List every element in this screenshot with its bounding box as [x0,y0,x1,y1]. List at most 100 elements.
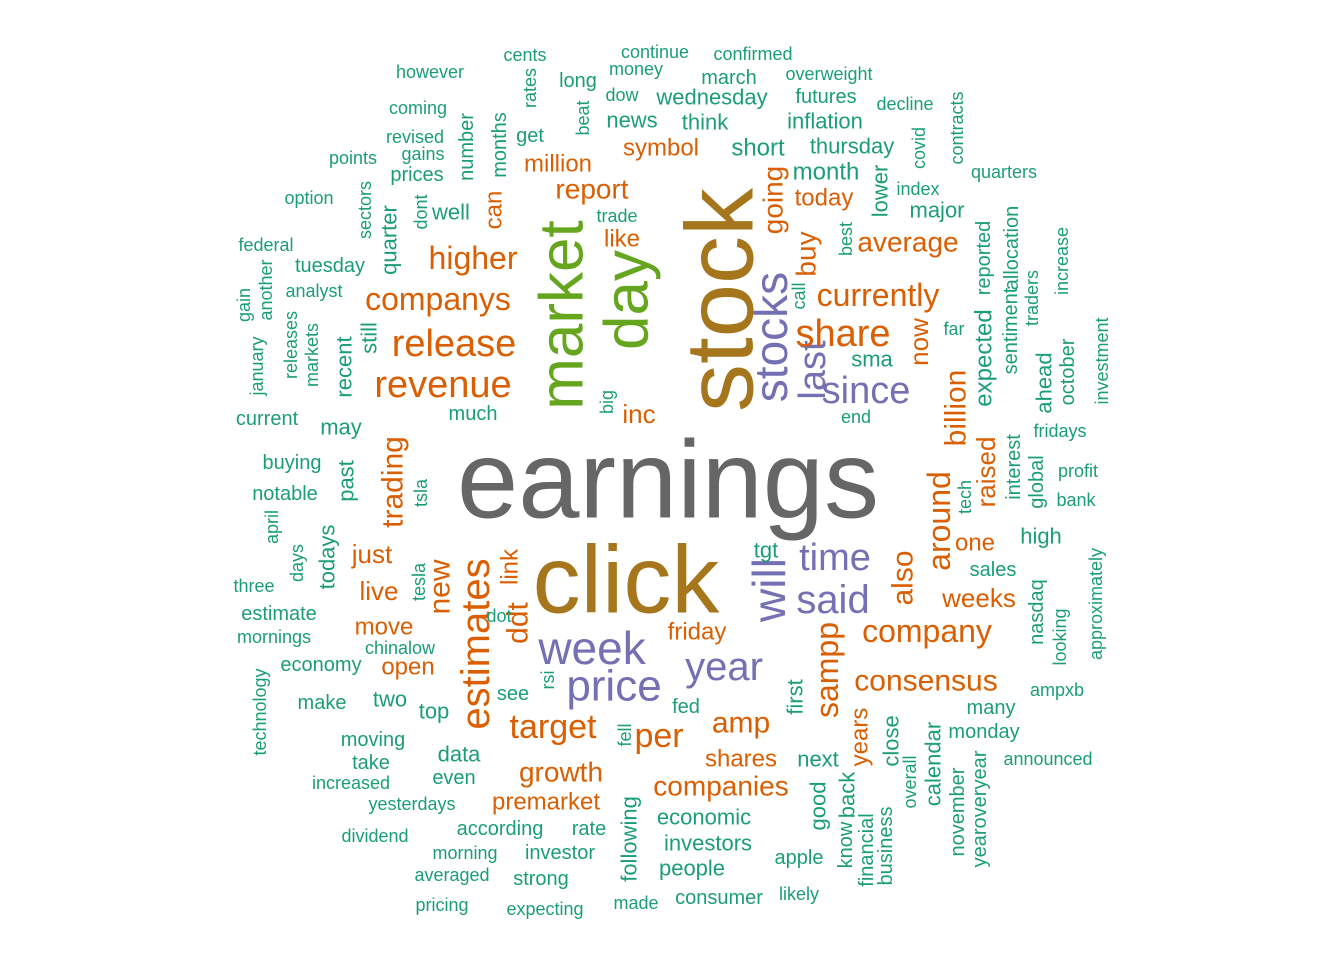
word-much: much [449,403,498,425]
word-gain: gain [234,288,254,322]
word-likely: likely [779,884,819,904]
word-quarters: quarters [971,162,1037,182]
word-dividend: dividend [341,826,408,846]
word-target: target [510,708,597,746]
word-chinalow: chinalow [365,638,436,658]
word-investor: investor [525,842,595,864]
word-end: end [841,407,871,427]
word-well: well [431,200,470,225]
word-money: money [609,59,663,79]
word-continue: continue [621,42,689,62]
word-going: going [758,166,789,235]
word-following: following [617,796,642,882]
word-tuesday: tuesday [295,255,365,277]
word-rate: rate [572,818,606,840]
word-calendar: calendar [921,722,946,806]
word-year: year [685,645,763,689]
word-dow: dow [605,85,639,105]
word-still: still [357,322,382,354]
word-friday: friday [668,619,727,646]
word-also: also [887,550,920,605]
word-economic: economic [657,805,751,830]
word-tech: tech [955,480,975,514]
word-overall: overall [900,755,920,808]
word-averaged: averaged [414,865,489,885]
word-reported: reported [973,221,995,296]
word-like: like [604,226,640,253]
word-index: index [896,179,939,199]
word-make: make [298,692,347,714]
word-inflation: inflation [787,109,863,134]
word-estimate: estimate [241,603,317,625]
word-pricing: pricing [415,895,468,915]
word-three: three [233,576,274,596]
word-sentiment: sentiment [1000,287,1022,374]
word-business: business [875,807,897,886]
word-even: even [432,767,475,789]
word-decline: decline [876,94,933,114]
word-announced: announced [1003,749,1092,769]
word-january: january [247,336,267,396]
word-fed: fed [672,696,700,718]
word-thursday: thursday [810,134,894,159]
word-release: release [392,323,517,365]
word-sales: sales [970,559,1017,581]
word-market: market [528,220,597,409]
word-shares: shares [705,746,777,773]
word-around: around [921,471,957,571]
word-currently: currently [817,277,940,313]
word-per: per [634,717,683,755]
word-economy: economy [280,654,361,676]
word-covid: covid [909,127,929,169]
word-fell: fell [615,723,635,746]
word-days: days [287,544,307,582]
word-technology: technology [250,668,270,755]
word-time: time [799,537,871,579]
word-number: number [456,113,478,181]
word-inc: inc [622,399,655,429]
word-yesterdays: yesterdays [368,794,455,814]
word-approximately: approximately [1086,548,1106,660]
word-sma: sma [851,347,893,372]
word-mornings: mornings [237,627,311,647]
word-high: high [1020,524,1062,549]
word-raised: raised [971,437,1001,508]
word-quarter: quarter [377,205,402,275]
word-fridays: fridays [1033,421,1086,441]
word-revenue: revenue [374,364,511,406]
word-increased: increased [312,773,390,793]
word-top: top [419,699,450,724]
word-short: short [731,135,785,162]
word-confirmed: confirmed [713,44,792,64]
word-know: know [835,821,857,868]
word-monday: monday [948,721,1019,743]
word-day: day [593,250,662,350]
word-years: years [847,708,874,767]
word-link: link [497,548,524,585]
word-people: people [659,856,725,881]
word-dot: dot [486,606,511,626]
word-option: option [284,188,333,208]
word-tgt: tgt [754,538,778,563]
word-contracts: contracts [947,91,967,164]
word-close: close [879,715,904,766]
word-good: good [806,782,831,831]
word-allocation: allocation [1001,206,1023,291]
word-analyst: analyst [285,281,342,301]
word-traders: traders [1022,270,1042,326]
word-estimates: estimates [454,558,498,729]
word-rsi: rsi [538,671,558,690]
word-since: since [822,370,911,412]
word-data: data [438,742,482,767]
word-average: average [857,227,958,258]
word-higher: higher [429,240,518,276]
word-bank: bank [1056,490,1096,510]
word-will: will [743,558,795,623]
word-far: far [943,319,964,339]
word-made: made [613,893,658,913]
word-news: news [606,108,657,133]
word-two: two [373,687,407,712]
word-consumer: consumer [675,887,763,909]
word-consensus: consensus [854,665,997,698]
word-amp: amp [712,707,770,740]
